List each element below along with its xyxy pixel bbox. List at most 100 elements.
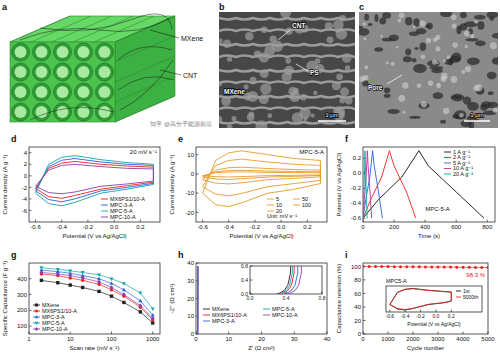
sem-pore [413,64,427,73]
plot-frame [363,263,488,334]
x-tick-label: 40 [324,336,331,342]
x-tick [294,332,295,335]
y-tick-label: 0 [191,331,195,337]
sem-speck [426,38,432,44]
chart: -0.6-0.4-0.20.00.2-20-10010Potential (V … [169,147,327,239]
block-side [115,16,175,122]
tube-opening [33,43,51,61]
x-tick-label: -0.6 [197,224,208,230]
label: Pore [368,84,383,91]
x-tick-label: -0.4 [224,224,235,230]
sem-speck [465,66,471,72]
x-tick [327,332,328,335]
sem-speck [470,34,475,39]
panel-letter: d [11,134,17,144]
y-tick-label: -0.2 [351,185,362,191]
x-tick-label: -0.6 [30,224,41,230]
legend-swatch [101,217,108,218]
tube-opening [96,63,114,81]
data-group [363,265,488,269]
sem-layer [219,96,355,98]
plot-frame [29,263,160,334]
x-tick [463,332,464,335]
y-tick-label: 0.0 [241,291,248,297]
tube-opening [12,63,30,81]
data-group [277,266,305,294]
marker [380,265,383,268]
y-tick-label: 20 [354,318,361,324]
sem-pore [480,104,487,111]
sem-speck [493,107,498,112]
x-tick-label: 0.0 [432,313,439,319]
sem-particle [280,12,291,18]
sem-pore [409,32,419,36]
marker [138,299,142,302]
sem-speck [443,108,449,114]
sem-speck [474,20,478,24]
sem-particle [219,116,222,122]
marker [110,277,114,280]
sem-speck [435,35,440,40]
sem-pore [427,60,440,66]
sem-pore [477,21,484,30]
x-tick [152,332,153,335]
marker [122,301,125,304]
marker [110,294,113,297]
chart: 010203040010203040Z' (Ω cm²)-Z'' (Ω cm²) [169,260,331,351]
sem-particle [336,28,348,40]
tube-inner [99,86,111,98]
x-tick-label: 0.0 [277,224,286,230]
sem-particle [259,52,269,62]
series-line [203,159,321,196]
sem-particle [223,39,231,47]
y-tick-label: 0.2 [353,155,362,161]
tube-opening [33,63,51,81]
marker [430,265,433,268]
legend-label: MPC-3-A [212,318,235,324]
x-tick-label: 0.4 [283,295,290,301]
sem-layer [219,122,355,124]
series-line [203,151,321,207]
marker [449,266,452,269]
y-tick-label: 0 [191,171,195,177]
marker [487,266,489,269]
y-tick-label: -2 [22,185,28,191]
marker [122,288,126,291]
x-axis-title: Time (s) [418,233,440,239]
x-axis-title: Scan rate (mV s⁻¹) [69,345,119,351]
tube-opening [75,63,93,81]
sem-pore [412,58,417,62]
legend-swatch [444,163,451,164]
sem-speck [452,42,458,48]
x-tick-label: 400 [420,224,431,230]
chart: -0.6-0.4-0.20.00.2Potential (V vs Ag/AgC… [386,286,482,327]
annotation: Unit: mV s⁻¹ [267,213,297,219]
marker [474,266,477,269]
y-tick-label: 0.4 [241,277,248,283]
marker [97,273,101,276]
y-tick-label: -4 [22,196,28,202]
legend-swatch [203,309,210,310]
x-tick [61,220,62,223]
legend-swatch [456,291,461,292]
sem-pore [364,14,369,21]
sem-particle [260,83,271,94]
sem-speck [475,84,482,91]
x-tick-label: -0.4 [401,313,410,319]
x-tick-label: 1000 [146,336,160,342]
y-tick-label: -20 [185,210,194,216]
y-tick [29,198,32,199]
legend-label: 100 [302,202,311,208]
sem-pore [403,56,412,62]
series-line [288,266,305,294]
x-tick [29,332,30,335]
sem-particle [255,120,267,128]
y-tick [29,210,32,211]
y-axis-title: Potential (V vs Ag/AgCl) [336,152,342,216]
sem-speck [464,30,470,36]
sem-particle [221,96,231,106]
marker [393,265,396,268]
sem-pore [379,18,386,25]
sem-speck [399,12,405,18]
x-tick-label: 4000 [456,336,470,342]
